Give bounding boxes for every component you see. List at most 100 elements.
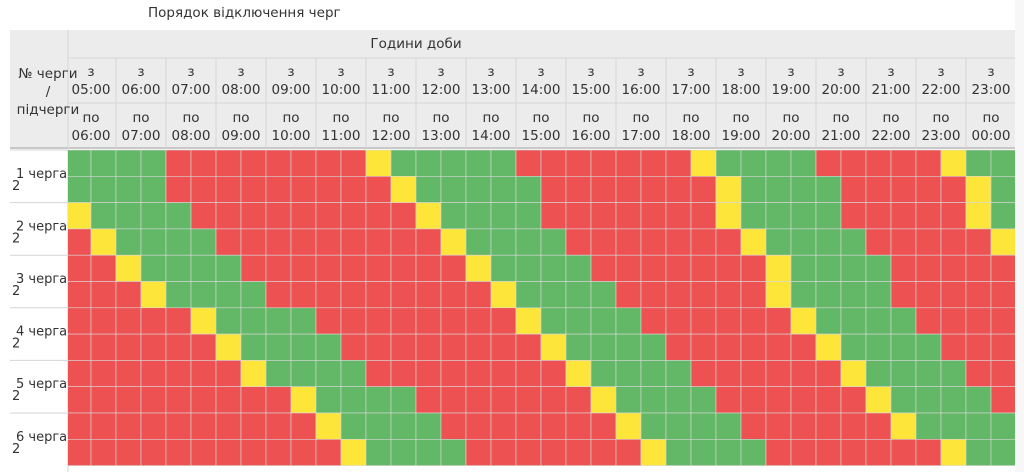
cell	[140, 412, 167, 440]
cell	[190, 307, 217, 335]
cell	[140, 333, 167, 361]
cell	[640, 333, 667, 361]
cell	[740, 360, 767, 387]
cell	[490, 281, 517, 309]
cell	[765, 333, 792, 361]
cell	[540, 307, 567, 335]
cell	[940, 333, 967, 361]
cell	[990, 412, 1015, 440]
subqueue-label: 2	[12, 284, 20, 299]
cell	[340, 202, 367, 230]
cell	[565, 333, 592, 361]
cell	[915, 176, 942, 203]
cell	[990, 360, 1015, 387]
cell	[465, 228, 492, 256]
cell	[315, 412, 342, 440]
queue-label: 3 черга	[16, 272, 67, 287]
cell	[190, 149, 217, 177]
cell	[140, 386, 167, 414]
to-time: 07:00	[122, 128, 161, 144]
from-word: з	[787, 64, 794, 80]
cell	[515, 360, 542, 387]
cell	[890, 333, 917, 361]
cell	[690, 386, 717, 414]
to-time: 22:00	[872, 128, 911, 144]
cell	[765, 176, 792, 203]
cell	[68, 412, 92, 440]
from-word: з	[87, 64, 94, 80]
cell	[465, 281, 492, 309]
cell	[315, 281, 342, 309]
from-word: з	[437, 64, 444, 80]
cell	[515, 281, 542, 309]
cell	[165, 333, 192, 361]
cell	[240, 412, 267, 440]
cell	[115, 202, 142, 230]
cell	[165, 228, 192, 256]
cell	[940, 438, 967, 466]
cell	[340, 438, 367, 466]
cell	[515, 254, 542, 282]
cell	[715, 307, 742, 335]
cell	[165, 281, 192, 309]
cell	[165, 386, 192, 414]
cell	[415, 360, 442, 387]
cell	[765, 360, 792, 387]
from-word: з	[937, 64, 944, 80]
cell	[965, 228, 992, 256]
cell	[890, 254, 917, 282]
cell	[265, 438, 292, 466]
cell	[765, 412, 792, 440]
cell	[140, 202, 167, 230]
cell	[615, 307, 642, 335]
cell	[640, 149, 667, 177]
cell	[665, 176, 692, 203]
from-word: з	[137, 64, 144, 80]
cell	[715, 281, 742, 309]
cell	[265, 307, 292, 335]
cell	[865, 360, 892, 387]
cell	[240, 176, 267, 203]
cell	[665, 307, 692, 335]
cell	[815, 176, 842, 203]
cell	[765, 202, 792, 230]
cell	[490, 254, 517, 282]
cell	[640, 281, 667, 309]
cell	[68, 281, 92, 309]
cell	[865, 149, 892, 177]
cell	[440, 386, 467, 414]
cell	[590, 281, 617, 309]
cell	[190, 360, 217, 387]
cell	[940, 202, 967, 230]
cell	[240, 438, 267, 466]
cell	[690, 307, 717, 335]
cell	[68, 360, 92, 387]
to-word: по	[282, 110, 299, 126]
cell	[515, 307, 542, 335]
cell	[265, 386, 292, 414]
cell	[965, 333, 992, 361]
cell	[590, 202, 617, 230]
to-word: по	[232, 110, 249, 126]
cell	[190, 176, 217, 203]
cell	[390, 386, 417, 414]
cell	[940, 281, 967, 309]
cell	[615, 254, 642, 282]
cell	[115, 333, 142, 361]
cell	[490, 149, 517, 177]
cell	[265, 228, 292, 256]
cell	[340, 360, 367, 387]
cell	[840, 307, 867, 335]
cell	[465, 149, 492, 177]
cell	[465, 412, 492, 440]
to-time: 18:00	[672, 128, 711, 144]
cell	[215, 281, 242, 309]
queue-label: 4 черга	[16, 325, 67, 340]
cell	[390, 202, 417, 230]
cell	[365, 360, 392, 387]
cell	[915, 333, 942, 361]
cell	[565, 438, 592, 466]
cell	[590, 307, 617, 335]
cell	[790, 202, 817, 230]
cell	[540, 333, 567, 361]
